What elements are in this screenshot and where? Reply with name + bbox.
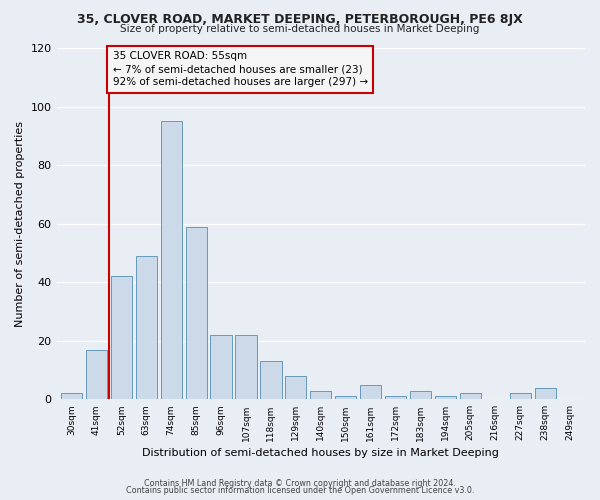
Bar: [211, 335, 232, 400]
Bar: [410, 390, 431, 400]
Y-axis label: Number of semi-detached properties: Number of semi-detached properties: [15, 120, 25, 326]
Bar: [435, 396, 456, 400]
Bar: [285, 376, 307, 400]
Bar: [360, 384, 381, 400]
Bar: [111, 276, 132, 400]
Bar: [260, 362, 281, 400]
Bar: [235, 335, 257, 400]
Bar: [185, 226, 207, 400]
Text: Contains HM Land Registry data © Crown copyright and database right 2024.: Contains HM Land Registry data © Crown c…: [144, 478, 456, 488]
X-axis label: Distribution of semi-detached houses by size in Market Deeping: Distribution of semi-detached houses by …: [142, 448, 499, 458]
Text: 35 CLOVER ROAD: 55sqm
← 7% of semi-detached houses are smaller (23)
92% of semi-: 35 CLOVER ROAD: 55sqm ← 7% of semi-detac…: [113, 51, 368, 88]
Bar: [310, 390, 331, 400]
Bar: [509, 394, 531, 400]
Text: 35, CLOVER ROAD, MARKET DEEPING, PETERBOROUGH, PE6 8JX: 35, CLOVER ROAD, MARKET DEEPING, PETERBO…: [77, 12, 523, 26]
Bar: [535, 388, 556, 400]
Text: Size of property relative to semi-detached houses in Market Deeping: Size of property relative to semi-detach…: [121, 24, 479, 34]
Bar: [61, 394, 82, 400]
Bar: [460, 394, 481, 400]
Bar: [161, 121, 182, 400]
Bar: [385, 396, 406, 400]
Bar: [86, 350, 107, 400]
Text: Contains public sector information licensed under the Open Government Licence v3: Contains public sector information licen…: [126, 486, 474, 495]
Bar: [136, 256, 157, 400]
Bar: [335, 396, 356, 400]
